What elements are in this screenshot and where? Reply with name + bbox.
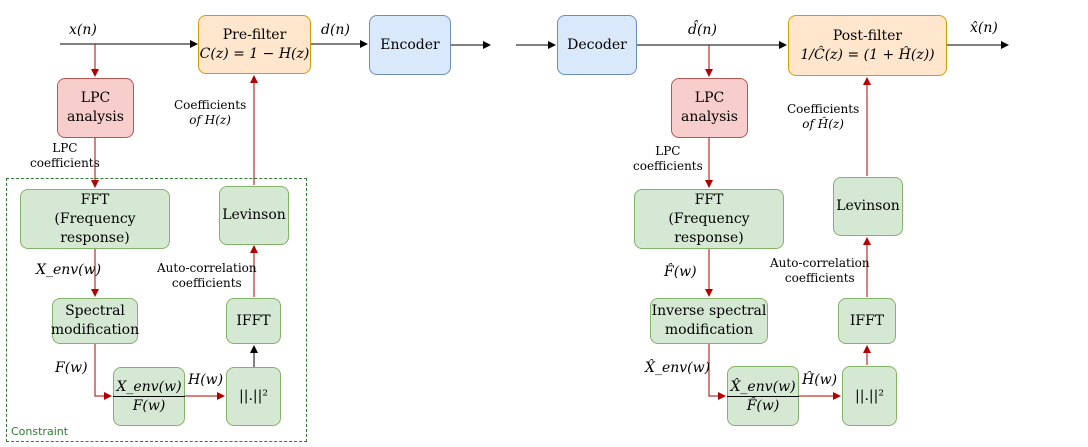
lpc-r-line2: analysis — [681, 109, 738, 125]
xenvhat-label: X̂_env(w) — [645, 360, 711, 376]
encoder-label: Encoder — [380, 36, 440, 53]
dhat-label: d̂(n) — [688, 22, 717, 38]
fhat-label: F̂(w) — [664, 264, 697, 280]
ratio-denominator: F(w) — [132, 398, 166, 414]
lpc-analysis-block-r: LPC analysis — [671, 78, 748, 138]
xhat-label: x̂(n) — [970, 20, 998, 36]
magsq-r-label: ||.||² — [855, 387, 884, 404]
lpc-coeff-line2: coefficients — [30, 156, 100, 170]
lpc-analysis-block: LPC analysis — [57, 78, 134, 138]
coeff-hhat-line1: Coefficients — [787, 102, 860, 116]
inverse-spectral-block: Inverse spectral modification — [650, 298, 768, 344]
lpc-r-line1: LPC — [694, 90, 725, 106]
decoder-label: Decoder — [567, 36, 627, 53]
lpc-coefficients-label-r: LPC coefficients — [633, 144, 703, 174]
autocorr-line1: Auto-correlation — [157, 261, 257, 275]
ifft-block: IFFT — [226, 298, 281, 344]
prefilter-title: Pre-filter — [222, 26, 287, 43]
lpc-line2: analysis — [67, 109, 124, 125]
coeff-h-line2: of H(z) — [189, 113, 231, 127]
prefilter-block: Pre-filter C(z) = 1 − H(z) — [198, 15, 311, 74]
fft-line1: FFT — [80, 191, 110, 208]
spectral-modification-block: Spectral modification — [50, 298, 140, 344]
output-d-label: d(n) — [321, 22, 350, 38]
autocorr-line2: coefficients — [171, 276, 242, 290]
magsq-label: ||.||² — [239, 388, 268, 404]
autocorr-label-r: Auto-correlation coefficients — [770, 256, 870, 286]
levinson-label: Levinson — [222, 207, 286, 223]
autocorr-r-line1: Auto-correlation — [770, 256, 870, 270]
ratio-r-fraction: X̂_env(w) F̂(w) — [727, 378, 799, 415]
arrow-spectral-to-ratio — [94, 344, 112, 400]
ratio-block: X_env(w) F(w) — [113, 367, 185, 426]
encoder-block: Encoder — [369, 15, 451, 75]
autocorr-label: Auto-correlation coefficients — [157, 261, 257, 291]
postfilter-block: Post-filter 1/Ĉ(z) = (1 + Ĥ(z)) — [788, 15, 947, 76]
spectral-line1: Spectral — [65, 303, 125, 319]
spectral-line2: modification — [50, 322, 140, 338]
lpc-coeff-r-line1: LPC — [655, 144, 681, 158]
lpc-line1: LPC — [80, 90, 111, 106]
ratio-fraction: X_env(w) F(w) — [113, 378, 185, 415]
h-label: H(w) — [188, 372, 224, 388]
levinson-r-label: Levinson — [836, 198, 900, 214]
constraint-region — [6, 178, 307, 442]
levinson-block-r: Levinson — [833, 177, 903, 236]
levinson-block: Levinson — [219, 186, 289, 245]
ifft-block-r: IFFT — [838, 298, 896, 344]
fft-block: FFT (Frequency response) — [20, 189, 170, 249]
inverse-line1: Inverse spectral — [651, 303, 767, 319]
input-x-label: x(n) — [69, 22, 97, 38]
coefficients-h-label: Coefficients of H(z) — [174, 98, 246, 128]
postfilter-formula: 1/Ĉ(z) = (1 + Ĥ(z)) — [800, 46, 935, 63]
fft-r-line1: FFT — [694, 191, 724, 208]
ratio-r-numerator: X̂_env(w) — [727, 378, 799, 397]
constraint-label: Constraint — [11, 425, 69, 438]
coefficients-hhat-label: Coefficients of Ĥ(z) — [787, 102, 859, 132]
arrow-inverse-to-ratio — [708, 344, 726, 400]
coeff-hhat-line2: of Ĥ(z) — [802, 117, 844, 131]
ratio-block-r: X̂_env(w) F̂(w) — [727, 366, 799, 426]
fft-r-line2: (Frequency response) — [668, 210, 750, 246]
magnitude-squared-block-r: ||.||² — [842, 366, 897, 426]
ifft-r-label: IFFT — [849, 312, 885, 329]
fft-line2: (Frequency response) — [54, 210, 136, 246]
inverse-line2: modification — [664, 322, 754, 338]
prefilter-formula: C(z) = 1 − H(z) — [199, 45, 310, 62]
lpc-coeff-line1: LPC — [52, 141, 78, 155]
hhat-label: Ĥ(w) — [802, 372, 838, 388]
postfilter-title: Post-filter — [832, 27, 903, 44]
decoder-block: Decoder — [557, 15, 637, 75]
lpc-coefficients-label: LPC coefficients — [30, 141, 100, 171]
autocorr-r-line2: coefficients — [784, 271, 855, 285]
coeff-h-line1: Coefficients — [174, 98, 247, 112]
ifft-label: IFFT — [236, 312, 271, 329]
fft-block-r: FFT (Frequency response) — [634, 189, 784, 249]
ratio-numerator: X_env(w) — [113, 378, 185, 397]
magnitude-squared-block: ||.||² — [226, 367, 281, 426]
f-label: F(w) — [55, 360, 88, 376]
lpc-coeff-r-line2: coefficients — [633, 159, 703, 173]
xenv-label: X_env(w) — [36, 262, 102, 278]
ratio-r-denominator: F̂(w) — [746, 397, 780, 414]
